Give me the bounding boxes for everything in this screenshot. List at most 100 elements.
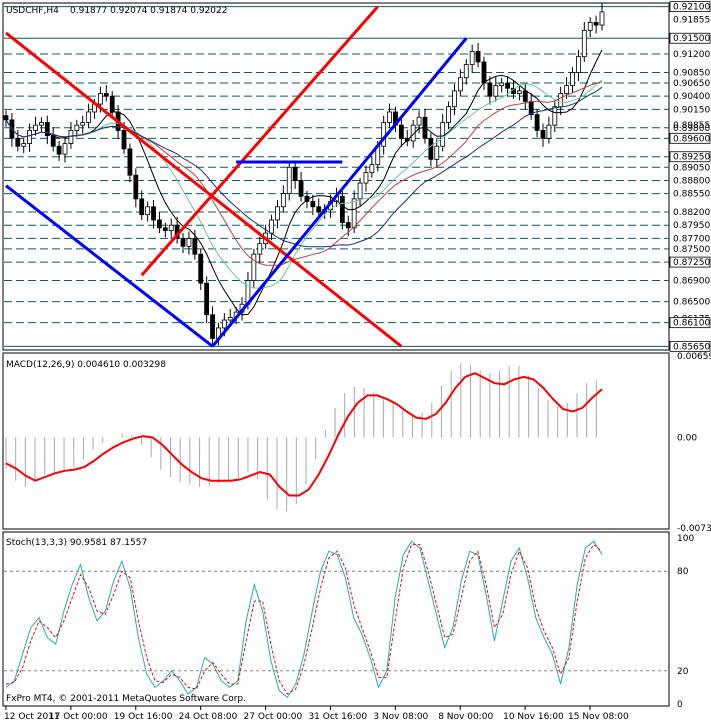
price-axis-label: 0.86100: [673, 319, 710, 329]
candle-body: [599, 11, 605, 26]
stoch-axis-label: 100: [677, 534, 694, 544]
candle-body: [98, 93, 103, 105]
stoch-axis-label: 80: [677, 567, 689, 577]
candle-body: [44, 122, 50, 137]
price-axis-label: 0.89800: [673, 124, 710, 134]
candle-body: [369, 164, 375, 173]
candle-body: [62, 143, 68, 155]
stoch-panel-title: Stoch(13,3,3) 90.9581 87.1557: [6, 538, 147, 548]
macd-panel-title: MACD(12,26,9) 0.004610 0.003298: [6, 360, 166, 370]
candle-body: [546, 124, 552, 139]
price-axis-label: 0.85650: [673, 342, 710, 352]
moving-average-line: [5, 79, 603, 289]
price-axis-label: 0.90850: [673, 68, 710, 78]
candle-body: [180, 237, 186, 247]
candle-body: [516, 90, 522, 94]
trendline[interactable]: [5, 31, 403, 348]
price-axis-label: 0.91500: [673, 34, 710, 44]
price-label-box: [669, 340, 711, 352]
price-label-box: [669, 132, 711, 144]
price-label-box: [669, 317, 711, 329]
price-panel-title: USDCHF,H4: [6, 6, 59, 16]
candle-body: [3, 115, 9, 121]
stoch-signal-line: [5, 543, 603, 695]
candle-body: [162, 227, 168, 231]
price-axis-label: 0.87500: [673, 245, 710, 255]
stoch-axis-label: 0: [677, 700, 683, 710]
price-axis-label: 0.90400: [673, 92, 710, 102]
candle-body: [121, 130, 127, 150]
candle-body: [86, 111, 92, 123]
price-axis-label: 0.92100: [673, 3, 710, 13]
price-label-box: [669, 32, 711, 44]
trendline[interactable]: [140, 5, 379, 277]
price-axis-label: 0.90650: [673, 79, 710, 89]
candle-body: [452, 90, 457, 108]
candle-body: [499, 82, 505, 87]
candle-body: [275, 206, 280, 221]
candle-body: [446, 106, 451, 123]
ohlc-values: 0.91877 0.92074 0.91874 0.92022: [70, 6, 227, 16]
candle-body: [357, 182, 363, 200]
candle-body: [269, 219, 274, 234]
candle-body: [339, 195, 345, 223]
price-axis-label: 0.87700: [673, 234, 710, 244]
candle-body: [457, 77, 463, 92]
macd-axis-label: -0.00733: [677, 524, 711, 534]
x-axis-label: 19 Oct 16:00: [114, 712, 173, 722]
macd-axis-label: 0.00659: [677, 352, 711, 362]
price-axis-label: 0.91855: [673, 16, 710, 26]
trendline[interactable]: [211, 37, 468, 348]
price-panel[interactable]: [2, 2, 670, 351]
candle-body: [558, 93, 564, 108]
price-axis-label: 0.88550: [673, 190, 710, 200]
x-axis-label: 8 Nov 00:00: [438, 712, 493, 722]
candle-body: [345, 222, 351, 229]
candle-body: [463, 64, 469, 79]
candle-body: [68, 130, 74, 144]
price-label-box: [669, 1, 711, 13]
x-axis-label: 17 Oct 00:00: [49, 712, 108, 722]
candle-body: [534, 114, 540, 131]
trendline[interactable]: [5, 184, 214, 348]
x-axis-label: 10 Nov 16:00: [503, 712, 564, 722]
candle-body: [540, 130, 546, 139]
stoch-panel[interactable]: [2, 531, 670, 707]
candle-body: [151, 206, 156, 221]
candle-body: [50, 135, 56, 147]
x-axis-label: 3 Nov 08:00: [373, 712, 428, 722]
candle-body: [198, 253, 204, 284]
candle-body: [298, 180, 304, 197]
candle-body: [157, 219, 162, 229]
candle-body: [204, 282, 210, 316]
candle-body: [440, 122, 446, 147]
price-axis-label: 0.90150: [673, 105, 710, 115]
candle-body: [103, 93, 109, 97]
candle-body: [186, 237, 192, 247]
price-axis-label: 0.89250: [673, 153, 710, 163]
candle-body: [292, 166, 298, 181]
candle-body: [251, 253, 257, 281]
candle-body: [286, 166, 292, 195]
candle-body: [493, 85, 499, 97]
candle-body: [15, 137, 21, 147]
candle-body: [127, 148, 133, 176]
candle-body: [387, 111, 392, 123]
x-axis-label: 15 Nov 08:00: [568, 712, 629, 722]
candle-body: [80, 122, 86, 126]
candle-body: [469, 51, 475, 65]
candle-body: [74, 124, 80, 131]
candle-body: [145, 206, 151, 216]
candle-body: [192, 237, 198, 255]
candle-body: [505, 82, 510, 89]
price-axis-label: 0.86900: [673, 277, 710, 287]
candle-body: [552, 106, 558, 126]
candle-body: [570, 72, 575, 87]
x-axis-label: 31 Oct 16:00: [308, 712, 367, 722]
candle-body: [575, 56, 581, 73]
candle-body: [168, 224, 174, 231]
price-axis-label: 0.89855: [673, 121, 710, 131]
candle-body: [593, 22, 599, 26]
candle-body: [39, 122, 44, 126]
